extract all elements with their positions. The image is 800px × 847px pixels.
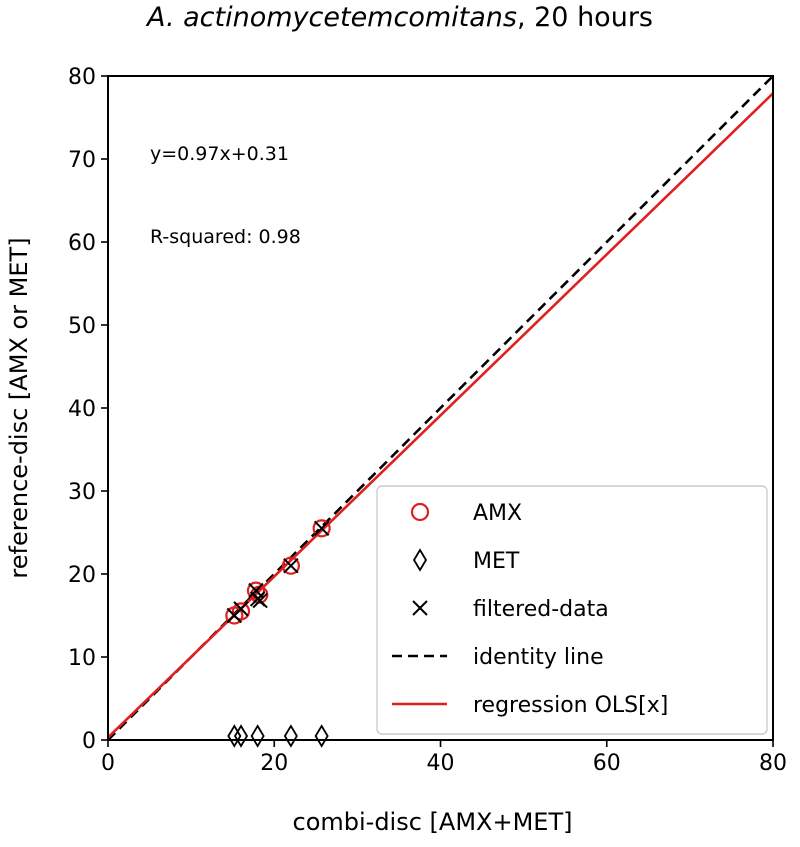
filtered-data-point [283,557,299,574]
x-axis-label: combi-disc [AMX+MET] [293,808,573,836]
title-duration: , 20 hours [517,2,653,33]
title-species: A. actinomycetemcomitans [145,2,517,33]
filtered-data-point-stroke [233,601,249,617]
chart-title-text: A. actinomycetemcomitans, 20 hours [145,2,653,33]
x-tick-label: 20 [260,751,288,776]
legend-filtered-data-swatch-stroke [412,600,428,616]
legend-met-label: MET [473,549,520,574]
filtered-data-point-stroke [248,582,264,599]
filtered-data-point [233,601,249,617]
met-point [283,724,298,748]
filtered-data-point-stroke [283,557,299,574]
x-tick-label: 80 [759,751,787,776]
legend-box [376,485,768,735]
annotations: y=0.97x+0.31 R-squared: 0.98 [150,143,301,248]
x-tick-label: 40 [427,751,455,776]
y-tick-label: 70 [68,148,96,173]
filtered-data-point [313,520,330,537]
legend-filtered-data-swatch [412,600,428,616]
y-tick-label: 30 [68,480,96,505]
data-points [225,519,331,748]
legend-amx-label: AMX [473,501,522,526]
legend: AMX MET filtered-data identity line regressi… [376,485,768,735]
axis-ticks: 0 20 40 60 80 0 10 20 30 40 50 60 70 80 [68,65,787,776]
met-point [227,724,242,748]
y-tick-label: 20 [68,563,96,588]
y-tick-label: 80 [68,65,96,90]
equation-annotation: y=0.97x+0.31 [150,143,289,165]
filtered-data-point-stroke [252,592,268,609]
x-tick-label: 0 [101,751,115,776]
fit-lines [107,75,774,741]
regression-line [107,92,774,739]
filtered-data-point [252,592,268,609]
met-point [250,724,265,748]
amx-point [312,519,331,538]
y-tick-label: 0 [82,729,96,754]
legend-identity-line-label: identity line [473,645,604,670]
identity-line [107,75,774,741]
met-point [314,724,329,748]
amx-point [281,556,300,575]
legend-amx-swatch [410,502,430,522]
y-axis-label: reference-disc [AMX or MET] [5,237,33,578]
r-squared-annotation: R-squared: 0.98 [150,226,301,248]
legend-met-swatch [412,548,428,572]
x-tick-label: 60 [593,751,621,776]
y-tick-label: 40 [68,397,96,422]
y-tick-label: 60 [68,231,96,256]
amx-point [231,602,251,621]
legend-regression-ols-x-label: regression OLS[x] [473,693,668,718]
y-tick-label: 10 [68,646,96,671]
legend-filtered-data-label: filtered-data [473,597,609,622]
met-point [233,724,249,748]
chart-title: A. actinomycetemcomitans, 20 hours [145,2,653,33]
filtered-data-point-stroke [313,520,330,537]
y-tick-label: 50 [68,314,96,339]
axis-labels: combi-disc [AMX+MET] reference-disc [AMX … [5,237,572,836]
